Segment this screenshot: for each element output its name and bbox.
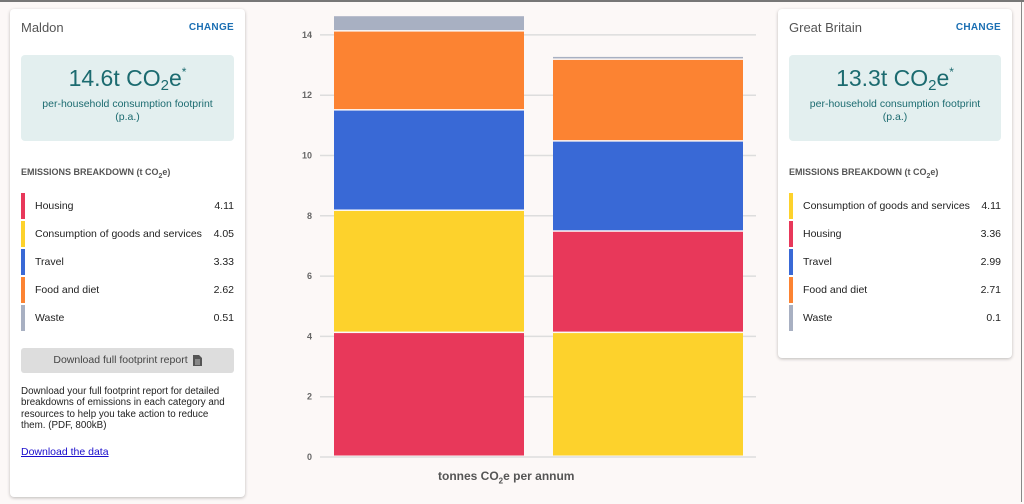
breakdown-item: Housing 3.36 [789,220,1001,248]
breakdown-item: Travel 3.33 [21,248,234,276]
category-value: 2.71 [980,283,1001,296]
bar-segment-waste[interactable] [334,16,524,31]
y-tick-label: 8 [307,211,312,221]
category-value: 4.05 [213,227,234,240]
download-report-button[interactable]: Download full footprint report [21,347,234,373]
footprint-summary: 13.3t CO2e* per-household consumption fo… [789,55,1001,141]
footprint-caption: per-household consumption footprint (p.a… [42,98,213,123]
category-value: 0.51 [213,311,234,324]
category-color-swatch [789,220,793,247]
breakdown-list: Consumption of goods and services 4.11 Hou… [789,192,1001,332]
change-area-button[interactable]: CHANGE [955,21,1001,33]
category-label: Waste [35,311,65,324]
y-tick-label: 0 [307,452,312,462]
bar-segment-travel[interactable] [553,141,743,231]
left-area-panel: Maldon CHANGE 14.6t CO2e* per-household c… [10,9,245,497]
y-tick-label: 4 [307,331,312,341]
window-edge [1021,2,1022,502]
bar-segment-consumption-of-goods-and-services[interactable] [553,333,743,456]
category-color-swatch [789,248,793,275]
x-axis-label: tonnes CO2e per annum [438,469,575,486]
bar-segment-food-and-diet[interactable] [334,31,524,110]
category-value: 4.11 [981,199,1001,212]
bar-segment-waste[interactable] [553,56,743,59]
breakdown-item: Food and diet 2.62 [21,276,234,304]
bar-segment-travel[interactable] [334,110,524,210]
bar-segment-housing[interactable] [334,333,524,456]
report-description: Download your full footprint report for … [21,385,225,432]
category-value: 4.11 [214,199,234,212]
category-label: Housing [35,199,74,212]
category-label: Food and diet [35,283,100,296]
category-color-swatch [789,192,793,219]
category-color-swatch [21,304,25,331]
category-label: Housing [803,227,842,240]
category-value: 3.36 [980,227,1001,240]
download-data-link[interactable]: Download the data [21,445,109,458]
bar-segment-food-and-diet[interactable] [553,59,743,141]
category-label: Consumption of goods and services [803,199,970,212]
bar-segment-housing[interactable] [553,231,743,332]
category-label: Waste [803,311,833,324]
breakdown-list: Housing 4.11 Consumption of goods and serv… [21,192,234,332]
category-color-swatch [21,220,25,247]
breakdown-item: Waste 0.1 [789,304,1001,332]
area-name: Great Britain [789,19,862,35]
footprint-value: 14.6t CO2e* [68,65,187,94]
y-tick-label: 12 [302,90,312,100]
right-area-panel: Great Britain CHANGE 13.3t CO2e* per-hous… [778,9,1012,358]
breakdown-title: EMISSIONS BREAKDOWN (t CO2e) [21,167,171,180]
breakdown-item: Waste 0.51 [21,304,234,332]
category-value: 2.99 [980,255,1001,268]
breakdown-item: Consumption of goods and services 4.05 [21,220,234,248]
breakdown-item: Travel 2.99 [789,248,1001,276]
category-label: Food and diet [803,283,868,296]
category-value: 0.1 [986,311,1001,324]
y-tick-label: 14 [302,30,312,40]
category-color-swatch [21,248,25,275]
y-tick-label: 6 [307,271,312,281]
category-label: Consumption of goods and services [35,227,202,240]
category-value: 3.33 [213,255,234,268]
category-color-swatch [789,276,793,303]
y-tick-label: 10 [302,151,312,161]
breakdown-item: Housing 4.11 [21,192,234,220]
breakdown-item: Food and diet 2.71 [789,276,1001,304]
area-name: Maldon [21,19,64,35]
stacked-bar-chart: 0 2 4 6 8 10 12 14 [302,16,756,462]
category-label: Travel [803,255,832,268]
category-color-swatch [789,304,793,331]
category-color-swatch [21,192,25,219]
breakdown-title: EMISSIONS BREAKDOWN (t CO2e) [789,167,939,180]
bar-segment-consumption-of-goods-and-services[interactable] [334,210,524,332]
category-color-swatch [21,276,25,303]
footprint-caption: per-household consumption footprint (p.a… [809,98,981,123]
y-tick-label: 2 [307,392,312,402]
footprint-summary: 14.6t CO2e* per-household consumption fo… [21,55,234,141]
change-area-button[interactable]: CHANGE [188,21,234,33]
footprint-value: 13.3t CO2e* [836,65,954,94]
category-value: 2.62 [213,283,234,296]
breakdown-item: Consumption of goods and services 4.11 [789,192,1001,220]
category-label: Travel [35,255,64,268]
document-icon [192,354,202,366]
